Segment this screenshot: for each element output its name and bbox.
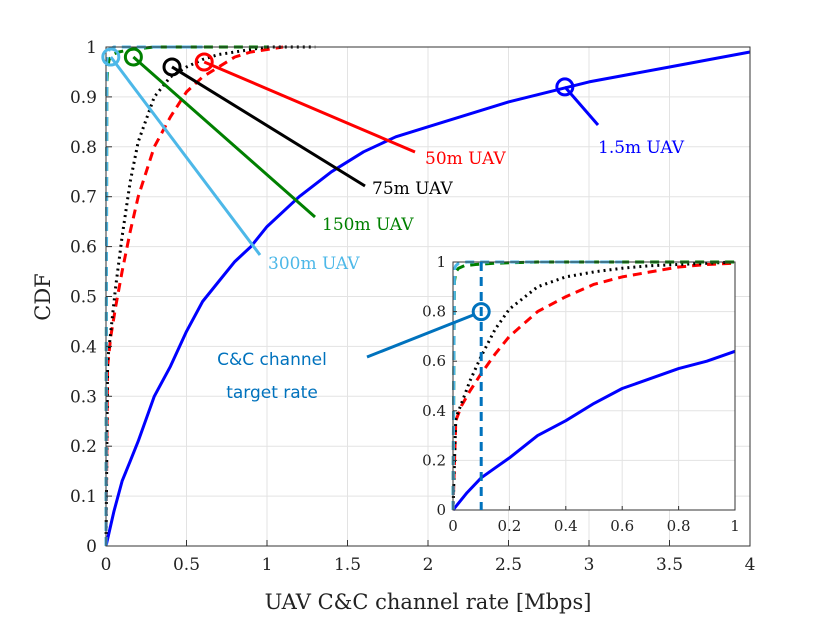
y-tick-label: 0.7 <box>70 188 97 208</box>
inset-plot-frame <box>452 261 736 511</box>
y-tick-label: 0.9 <box>70 88 97 108</box>
inset-y-tick-label: 0.8 <box>422 303 446 321</box>
annotation-marker <box>194 52 214 72</box>
annotation-marker <box>162 57 182 77</box>
annotation-marker <box>555 77 575 97</box>
annotation-marker <box>123 47 143 67</box>
inset-x-tick-label: 0.8 <box>667 517 691 535</box>
inset-y-tick-label: 0.4 <box>422 402 446 420</box>
inset-series-line-75m-uav <box>451 260 736 511</box>
annotation-leader-line <box>171 65 366 188</box>
annotation-leader-line <box>109 56 262 256</box>
y-tick-label: 0.1 <box>70 487 97 507</box>
annotation-label: 1.5m UAV <box>598 138 685 158</box>
x-tick-label: 2.5 <box>495 555 522 575</box>
inset-y-tick-label: 0.6 <box>422 352 446 370</box>
y-tick-label: 0.6 <box>70 238 97 258</box>
target-rate-leader-line <box>366 313 475 359</box>
annotation-marker <box>101 47 121 67</box>
annotation-label: 75m UAV <box>372 179 453 199</box>
x-axis-label: UAV C&C channel rate [Mbps] <box>265 590 592 614</box>
series-line-50m-uav <box>104 45 284 547</box>
annotation-leader-line <box>203 60 416 154</box>
y-tick-label: 0.4 <box>70 337 97 357</box>
x-tick-label: 0 <box>101 555 112 575</box>
main-ticks: 0 0.5 1 1.5 2 2.5 3 3.5 4 0 0.1 0.2 0.3 0.4 0.5 0.6 0.7 0… <box>70 38 755 575</box>
x-tick-label: 2 <box>423 555 434 575</box>
annotation-label: 50m UAV <box>425 149 506 169</box>
annotation-label: 150m UAV <box>322 215 414 235</box>
main-annotations: 1.5m UAV 50m UAV 75m UAV 150m UAV 300m UAV <box>101 47 685 274</box>
inset-y-tick-label: 1 <box>436 253 446 271</box>
inset-x-tick-label: 1 <box>730 517 740 535</box>
y-tick-label: 1 <box>86 38 97 58</box>
target-rate-label-line1: C&C channel <box>217 350 327 370</box>
target-rate-label-line2: target rate <box>226 383 318 403</box>
x-tick-label: 0.5 <box>173 555 200 575</box>
inset-y-tick-label: 0 <box>436 501 446 519</box>
annotation-leader-line <box>132 55 316 219</box>
y-tick-label: 0.5 <box>70 288 97 308</box>
inset-ticks: 0 0.2 0.4 0.6 0.8 1 0 0.2 0.4 0.6 0.8 1 <box>422 253 740 535</box>
inset-annotation: C&C channel target rate <box>217 262 491 510</box>
inset-chart: 0 0.2 0.4 0.6 0.8 1 0 0.2 0.4 0.6 0.8 1 C&C channel… <box>217 253 740 535</box>
y-tick-label: 0.8 <box>70 138 97 158</box>
y-axis-label: CDF <box>31 273 55 320</box>
target-rate-marker <box>471 302 491 322</box>
inset-series-line-50m-uav <box>451 261 736 511</box>
inset-y-tick-label: 0.2 <box>422 451 446 469</box>
y-tick-label: 0.2 <box>70 437 97 457</box>
inset-x-tick-label: 0.6 <box>610 517 634 535</box>
y-tick-label: 0.3 <box>70 387 97 407</box>
x-tick-label: 3 <box>584 555 595 575</box>
series-line-1-5m-uav <box>104 50 751 547</box>
x-tick-label: 1 <box>262 555 273 575</box>
y-tick-label: 0 <box>86 537 97 557</box>
inset-x-tick-label: 0 <box>448 517 458 535</box>
inset-x-tick-label: 0.4 <box>554 517 578 535</box>
series-line-75m-uav <box>104 45 316 547</box>
x-tick-label: 3.5 <box>656 555 683 575</box>
annotation-label: 300m UAV <box>268 254 360 274</box>
x-tick-label: 4 <box>745 555 756 575</box>
inset-x-tick-label: 0.2 <box>497 517 521 535</box>
inset-background <box>453 262 735 510</box>
x-tick-label: 1.5 <box>334 555 361 575</box>
